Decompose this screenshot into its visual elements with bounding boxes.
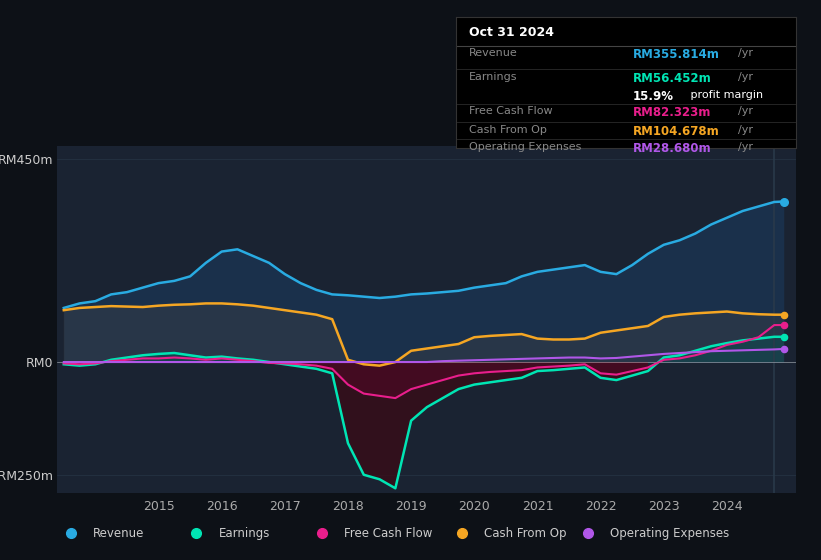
Text: Oct 31 2024: Oct 31 2024 bbox=[470, 26, 554, 39]
Point bbox=[777, 197, 791, 206]
Text: RM82.323m: RM82.323m bbox=[633, 106, 711, 119]
Text: Earnings: Earnings bbox=[470, 72, 518, 82]
Text: RM355.814m: RM355.814m bbox=[633, 48, 720, 62]
Text: /yr: /yr bbox=[738, 48, 754, 58]
Text: profit margin: profit margin bbox=[687, 91, 764, 100]
Point bbox=[777, 344, 791, 353]
Text: Earnings: Earnings bbox=[218, 527, 270, 540]
Point bbox=[777, 310, 791, 319]
Text: Operating Expenses: Operating Expenses bbox=[610, 527, 729, 540]
Text: Revenue: Revenue bbox=[470, 48, 518, 58]
Text: RM56.452m: RM56.452m bbox=[633, 72, 712, 85]
Text: Free Cash Flow: Free Cash Flow bbox=[344, 527, 433, 540]
Text: Cash From Op: Cash From Op bbox=[484, 527, 566, 540]
Text: Operating Expenses: Operating Expenses bbox=[470, 142, 581, 152]
Point bbox=[777, 332, 791, 341]
Text: Revenue: Revenue bbox=[93, 527, 144, 540]
Text: 15.9%: 15.9% bbox=[633, 91, 674, 104]
Text: /yr: /yr bbox=[738, 106, 754, 116]
Text: /yr: /yr bbox=[738, 142, 754, 152]
Point bbox=[777, 320, 791, 329]
Text: RM28.680m: RM28.680m bbox=[633, 142, 712, 155]
Text: Cash From Op: Cash From Op bbox=[470, 125, 547, 135]
Text: /yr: /yr bbox=[738, 125, 754, 135]
Text: Free Cash Flow: Free Cash Flow bbox=[470, 106, 553, 116]
Text: RM104.678m: RM104.678m bbox=[633, 125, 719, 138]
Text: /yr: /yr bbox=[738, 72, 754, 82]
